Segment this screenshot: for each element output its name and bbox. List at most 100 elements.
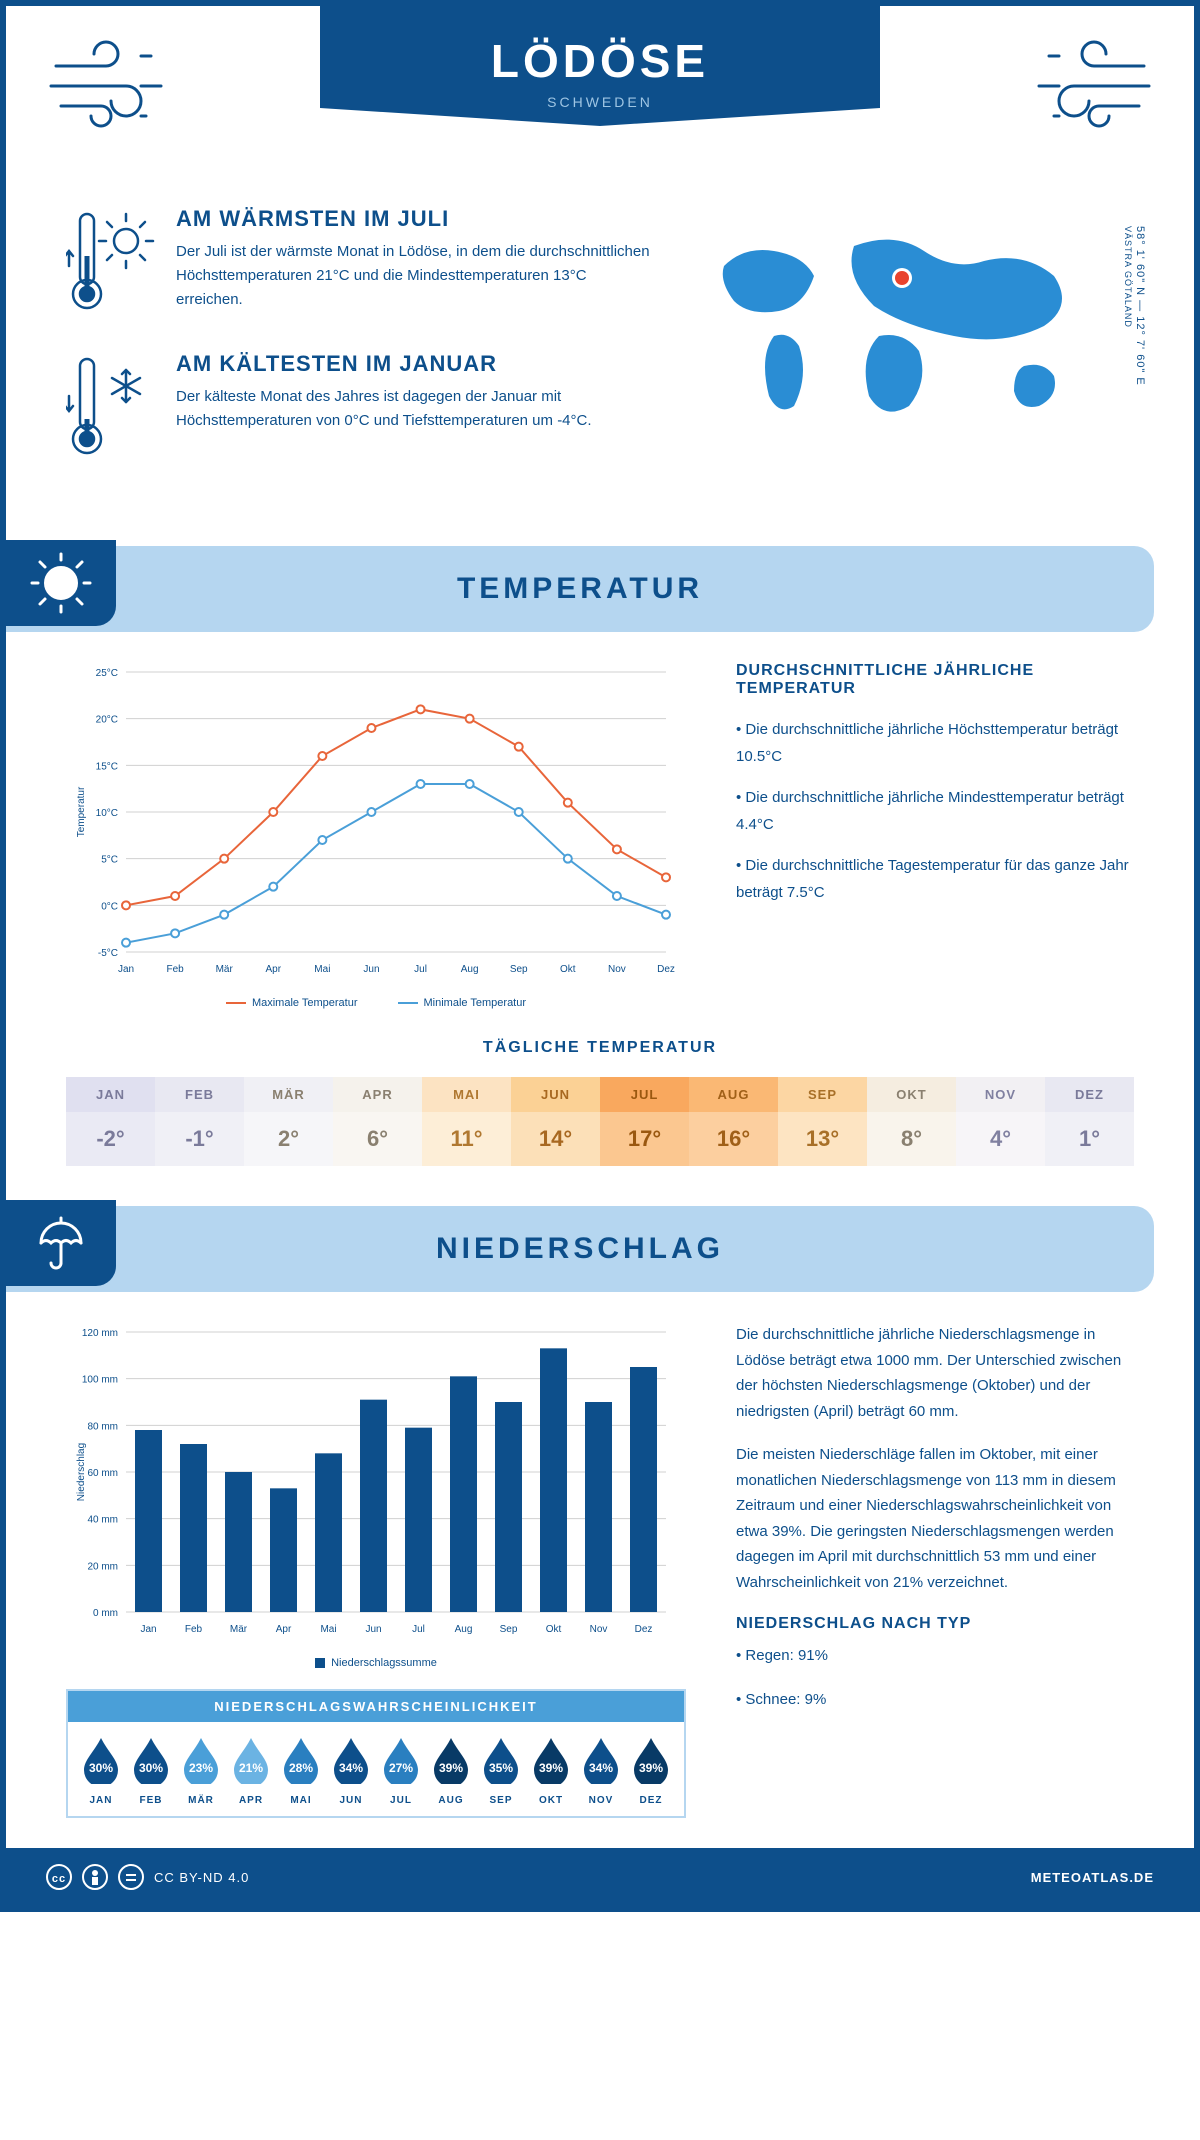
svg-text:Jun: Jun: [365, 1624, 381, 1635]
sun-icon: [6, 540, 116, 626]
svg-text:Jul: Jul: [412, 1624, 425, 1635]
coldest-title: AM KÄLTESTEN IM JANUAR: [176, 351, 654, 377]
svg-text:Sep: Sep: [510, 964, 528, 975]
prob-cell: 39% DEZ: [626, 1734, 676, 1806]
precip-summary: Die durchschnittliche jährliche Niedersc…: [736, 1322, 1134, 1818]
footer: cc CC BY-ND 4.0 METEOATLAS.DE: [6, 1848, 1194, 1906]
svg-text:Jan: Jan: [140, 1624, 156, 1635]
title-banner: LÖDÖSE SCHWEDEN: [320, 6, 880, 126]
svg-text:27%: 27%: [389, 1761, 413, 1775]
drop-icon: 39%: [530, 1734, 572, 1784]
daily-cell: JUN 14°: [511, 1077, 600, 1166]
temperature-section-header: TEMPERATUR: [6, 546, 1154, 632]
drop-icon: 30%: [80, 1734, 122, 1784]
warmest-title: AM WÄRMSTEN IM JULI: [176, 206, 654, 232]
prob-cell: 21% APR: [226, 1734, 276, 1806]
daily-cell: JAN -2°: [66, 1077, 155, 1166]
svg-text:Feb: Feb: [185, 1624, 203, 1635]
svg-text:23%: 23%: [189, 1761, 213, 1775]
daily-cell: MAI 11°: [422, 1077, 511, 1166]
drop-icon: 23%: [180, 1734, 222, 1784]
temperature-title: TEMPERATUR: [6, 572, 1154, 606]
svg-text:Dez: Dez: [635, 1624, 653, 1635]
drop-icon: 27%: [380, 1734, 422, 1784]
svg-text:34%: 34%: [589, 1761, 613, 1775]
prob-cell: 39% OKT: [526, 1734, 576, 1806]
svg-text:Apr: Apr: [265, 964, 281, 975]
wind-icon: [46, 36, 176, 141]
svg-text:0°C: 0°C: [101, 901, 118, 912]
prob-cell: 34% NOV: [576, 1734, 626, 1806]
svg-text:21%: 21%: [239, 1761, 263, 1775]
svg-text:-5°C: -5°C: [98, 948, 118, 959]
prob-cell: 39% AUG: [426, 1734, 476, 1806]
temperature-line-chart: -5°C0°C5°C10°C15°C20°C25°CJanFebMärAprMa…: [66, 662, 686, 1009]
svg-text:Apr: Apr: [276, 1624, 292, 1635]
by-icon: [82, 1864, 108, 1890]
header: LÖDÖSE SCHWEDEN: [6, 6, 1194, 206]
precip-bar-chart: 0 mm20 mm40 mm60 mm80 mm100 mm120 mmJanF…: [66, 1322, 686, 1818]
svg-text:Mär: Mär: [230, 1624, 248, 1635]
daily-cell: OKT 8°: [867, 1077, 956, 1166]
prob-cell: 28% MAI: [276, 1734, 326, 1806]
drop-icon: 39%: [630, 1734, 672, 1784]
location-title: LÖDÖSE: [320, 34, 880, 88]
svg-text:Mär: Mär: [216, 964, 234, 975]
thermometer-snow-icon: [66, 351, 156, 466]
svg-text:Nov: Nov: [590, 1624, 608, 1635]
daily-temp-table: JAN -2° FEB -1° MÄR 2° APR 6° MAI 11° JU…: [66, 1077, 1134, 1166]
svg-text:40 mm: 40 mm: [87, 1515, 118, 1526]
precip-title: NIEDERSCHLAG: [6, 1232, 1154, 1266]
svg-text:15°C: 15°C: [96, 761, 118, 772]
prob-cell: 23% MÄR: [176, 1734, 226, 1806]
temp-legend: Maximale Temperatur Minimale Temperatur: [66, 997, 686, 1009]
drop-icon: 34%: [580, 1734, 622, 1784]
daily-cell: APR 6°: [333, 1077, 422, 1166]
prob-cell: 34% JUN: [326, 1734, 376, 1806]
drop-icon: 21%: [230, 1734, 272, 1784]
svg-text:Jun: Jun: [363, 964, 379, 975]
svg-text:Aug: Aug: [461, 964, 479, 975]
location-country: SCHWEDEN: [320, 94, 880, 110]
drop-icon: 28%: [280, 1734, 322, 1784]
daily-cell: NOV 4°: [956, 1077, 1045, 1166]
precip-section-header: NIEDERSCHLAG: [6, 1206, 1154, 1292]
svg-text:28%: 28%: [289, 1761, 313, 1775]
svg-text:80 mm: 80 mm: [87, 1421, 118, 1432]
license: cc CC BY-ND 4.0: [46, 1864, 249, 1890]
svg-text:120 mm: 120 mm: [82, 1328, 118, 1339]
svg-text:Jan: Jan: [118, 964, 134, 975]
svg-text:100 mm: 100 mm: [82, 1375, 118, 1386]
coldest-block: AM KÄLTESTEN IM JANUAR Der kälteste Mona…: [66, 351, 654, 466]
svg-text:10°C: 10°C: [96, 808, 118, 819]
daily-cell: AUG 16°: [689, 1077, 778, 1166]
drop-icon: 35%: [480, 1734, 522, 1784]
umbrella-icon: [6, 1200, 116, 1286]
prob-cell: 30% FEB: [126, 1734, 176, 1806]
daily-cell: JUL 17°: [600, 1077, 689, 1166]
prob-cell: 27% JUL: [376, 1734, 426, 1806]
site-name: METEOATLAS.DE: [1031, 1870, 1154, 1885]
world-map: 58° 1' 60" N — 12° 7' 60" E VÄSTRA GÖTAL…: [694, 206, 1134, 496]
precip-probability-table: NIEDERSCHLAGSWAHRSCHEINLICHKEIT 30% JAN …: [66, 1689, 686, 1818]
svg-text:Okt: Okt: [546, 1624, 562, 1635]
svg-text:Okt: Okt: [560, 964, 576, 975]
temperature-summary: DURCHSCHNITTLICHE JÄHRLICHE TEMPERATUR •…: [736, 662, 1134, 1009]
svg-text:Feb: Feb: [166, 964, 184, 975]
daily-cell: MÄR 2°: [244, 1077, 333, 1166]
warmest-text: Der Juli ist der wärmste Monat in Lödöse…: [176, 240, 654, 312]
prob-cell: 30% JAN: [76, 1734, 126, 1806]
daily-temp-title: TÄGLICHE TEMPERATUR: [6, 1039, 1194, 1057]
thermometer-sun-icon: [66, 206, 156, 321]
svg-text:25°C: 25°C: [96, 668, 118, 679]
cc-icon: cc: [46, 1864, 72, 1890]
svg-text:5°C: 5°C: [101, 855, 118, 866]
svg-text:Niederschlag: Niederschlag: [76, 1443, 87, 1501]
coordinates: 58° 1' 60" N — 12° 7' 60" E VÄSTRA GÖTAL…: [1122, 226, 1146, 386]
svg-text:0 mm: 0 mm: [93, 1608, 118, 1619]
svg-text:39%: 39%: [639, 1761, 663, 1775]
page: LÖDÖSE SCHWEDEN AM WÄRMSTEN IM JULI Der …: [0, 0, 1200, 1912]
warmest-block: AM WÄRMSTEN IM JULI Der Juli ist der wär…: [66, 206, 654, 321]
svg-text:60 mm: 60 mm: [87, 1468, 118, 1479]
drop-icon: 34%: [330, 1734, 372, 1784]
